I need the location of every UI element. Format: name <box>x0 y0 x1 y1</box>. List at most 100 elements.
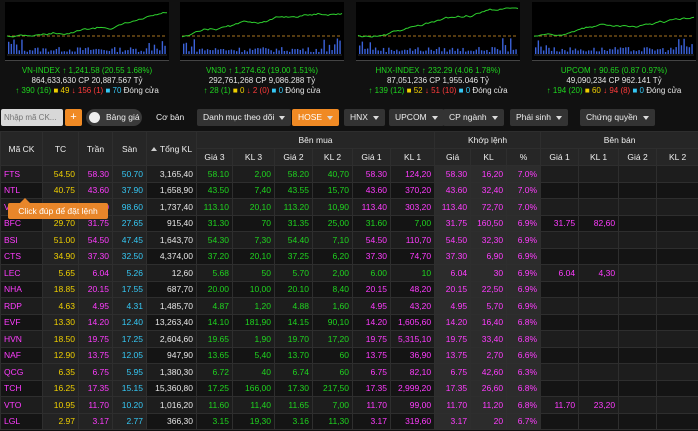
tab[interactable]: Chứng quyền <box>580 109 655 126</box>
volume-bar <box>61 51 63 54</box>
tab[interactable]: Danh mục theo dõi <box>197 109 292 126</box>
volume-bar <box>388 47 390 54</box>
tab[interactable]: HOSE <box>292 109 340 126</box>
cell: 13.75 <box>352 346 391 364</box>
stock-row[interactable]: NHA 18.85 20.15 17.55 687,70 20.00 10,00 20.10 8… <box>0 280 698 298</box>
breadth: ■ 70 <box>105 86 122 95</box>
cell: 303,20 <box>389 198 436 216</box>
volume-bar <box>132 48 134 54</box>
volume-bar <box>472 51 475 54</box>
volume-bar <box>90 49 92 54</box>
cell: 19.65 <box>196 330 233 348</box>
volume-bar <box>553 47 555 54</box>
cell: 6.35 <box>42 363 79 381</box>
add-button[interactable]: + <box>65 109 82 126</box>
volume-bar <box>617 49 619 54</box>
stock-row[interactable]: QCG 6.35 6.75 5.95 1,380,30 6.72 40 6.74 60 6.75 8… <box>0 363 698 381</box>
stock-row[interactable]: RDP 4.63 4.95 4.31 1,485,70 4.87 1,20 4.88 1,60 4… <box>0 297 698 315</box>
stock-row[interactable]: VTO 10.95 11.70 10.20 1,016,20 11.60 11,40 11.6… <box>0 396 698 414</box>
cell: TCH <box>0 379 43 397</box>
stock-row[interactable]: NAF 12.90 13.75 12.05 947,90 13.65 5,40 13.70 60… <box>0 346 698 364</box>
volume-bar <box>209 50 211 54</box>
cell: 50 <box>232 264 275 282</box>
tab[interactable]: Phái sinh <box>510 109 568 126</box>
index-line: VN30 ↑ 1,274.62 (19.00 1.51%) <box>176 66 348 76</box>
index-line: UPCOM ↑ 90.65 (0.87 0.97%) <box>528 66 698 76</box>
volume-bar <box>312 51 315 54</box>
volume-bar <box>595 51 598 54</box>
cell <box>618 280 658 298</box>
cell: 2.97 <box>42 412 79 430</box>
cell: 1,658,90 <box>146 181 197 199</box>
index-chart[interactable] <box>532 2 696 61</box>
cell: 98.60 <box>112 198 147 216</box>
cell: 1,016,20 <box>146 396 197 414</box>
tab[interactable]: HNX <box>344 109 385 126</box>
volume-bar <box>633 50 635 54</box>
index-chart[interactable] <box>5 2 169 61</box>
tooltip: Click đúp để đặt lệnh <box>8 198 108 219</box>
toggle-label: Bảng giá <box>106 112 140 122</box>
cell: 5,70 <box>470 297 508 315</box>
volume-bar <box>289 51 291 54</box>
volume-bar <box>320 48 323 54</box>
volume-bar <box>648 48 651 54</box>
cell: 6,20 <box>312 247 353 265</box>
basic-view[interactable]: Cơ bản <box>156 112 185 122</box>
stock-row[interactable]: NTL 40.75 43.60 37.90 1,658,90 43.50 7,40 43.55… <box>0 181 698 199</box>
volume-bar <box>654 50 656 54</box>
volume-bar <box>409 48 411 54</box>
stock-row[interactable]: BSI 51.00 54.50 47.45 1,643,70 54.30 7,30 54.40… <box>0 231 698 249</box>
stock-row[interactable]: HVN 18.50 19.75 17.25 2,604,60 19.65 1,90 19.70… <box>0 330 698 348</box>
stock-row[interactable]: LGL 2.97 3.17 2.77 366,30 3.15 19,30 3.16 11,30 3… <box>0 412 698 430</box>
cell: 6.72 <box>196 363 233 381</box>
volume-bar <box>68 49 71 54</box>
cell: 3.16 <box>274 412 313 430</box>
tab[interactable]: UPCOM <box>389 109 444 126</box>
volume-bar <box>590 50 593 54</box>
volume-bar <box>638 50 640 54</box>
stock-row[interactable]: FTS 54.50 58.30 50.70 3,165,40 58.10 2,00 58.20… <box>0 165 698 183</box>
stock-row[interactable]: EVF 13.30 14.20 12.40 13,263,40 14.10 181,90 14… <box>0 313 698 331</box>
volume-bar <box>593 47 595 54</box>
cell <box>656 313 698 331</box>
volume-bar <box>328 44 331 54</box>
toggle[interactable]: Bảng giá <box>86 109 142 126</box>
cell: 37.30 <box>352 247 391 265</box>
cell <box>578 363 620 381</box>
volume-bar <box>63 51 66 54</box>
market-status: Đóng cửa <box>472 86 508 95</box>
stock-row[interactable]: BFC 29.70 31.75 27.65 915,40 31.30 70 31.35 25,0… <box>0 214 698 232</box>
index-line: ↑ 28 (1) ■ 0 ↓ 2 (0) ■ 0 Đóng cửa <box>176 86 348 96</box>
cell: 3.17 <box>352 412 391 430</box>
stock-row[interactable]: CTS 34.90 37.30 32.50 4,374,00 37.20 20,10 37.2… <box>0 247 698 265</box>
cell <box>618 181 658 199</box>
stock-row[interactable]: TCH 16.25 17.35 15.15 15,360,80 17.25 166,00 17… <box>0 379 698 397</box>
cell: 11.65 <box>274 396 313 414</box>
volume-bar <box>483 50 485 54</box>
cell: 11.60 <box>196 396 233 414</box>
cell: 4.95 <box>352 297 391 315</box>
stock-row[interactable]: VIC106.00113.4098.601,737,40113.1020,101… <box>0 198 698 216</box>
cell: 90,10 <box>312 313 353 331</box>
cell <box>618 198 658 216</box>
index-chart[interactable] <box>356 2 520 61</box>
volume-bar <box>646 47 648 54</box>
cell <box>618 363 658 381</box>
cell <box>656 231 698 249</box>
volume-bar <box>278 50 280 54</box>
tab[interactable]: CP ngành <box>443 109 504 126</box>
index-chart[interactable] <box>180 2 344 61</box>
cell: 5,315,10 <box>389 330 436 348</box>
volume-bar <box>419 50 422 54</box>
cell: 6.8% <box>506 330 542 348</box>
volume-bar <box>198 49 201 54</box>
cell: 5.70 <box>274 264 313 282</box>
stock-row[interactable]: LEC 5.65 6.04 5.26 12,60 5.68 50 5.70 2,00 6.00 10… <box>0 264 698 282</box>
cell: BSI <box>0 231 43 249</box>
cell: 7,40 <box>232 181 275 199</box>
volume-bar <box>151 50 153 54</box>
volume-bar <box>156 48 158 54</box>
cell <box>540 313 580 331</box>
search-input[interactable] <box>1 109 63 126</box>
